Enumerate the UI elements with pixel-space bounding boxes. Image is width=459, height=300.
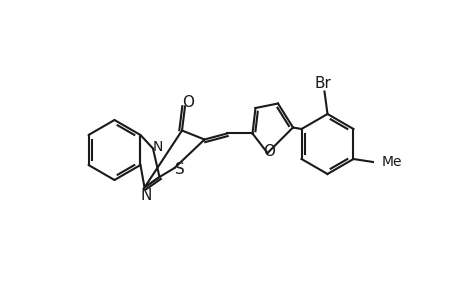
Text: S: S	[174, 162, 185, 177]
Text: O: O	[263, 144, 274, 159]
Text: O: O	[182, 95, 194, 110]
Text: Br: Br	[314, 76, 331, 91]
Text: N: N	[152, 140, 162, 154]
Text: N: N	[140, 188, 151, 202]
Text: Me: Me	[381, 155, 402, 169]
